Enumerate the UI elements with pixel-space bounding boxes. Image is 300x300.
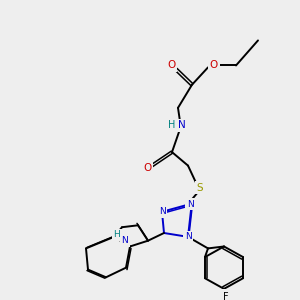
Text: N: N: [187, 200, 194, 208]
Text: O: O: [167, 61, 175, 70]
Text: O: O: [210, 61, 218, 70]
Text: N: N: [159, 207, 165, 216]
Text: O: O: [143, 164, 151, 173]
Text: N: N: [184, 232, 191, 241]
Text: H: H: [114, 230, 120, 239]
Text: H: H: [168, 120, 176, 130]
Text: N: N: [122, 236, 128, 245]
Text: S: S: [197, 183, 203, 193]
Text: F: F: [223, 292, 229, 300]
Text: N: N: [178, 120, 186, 130]
